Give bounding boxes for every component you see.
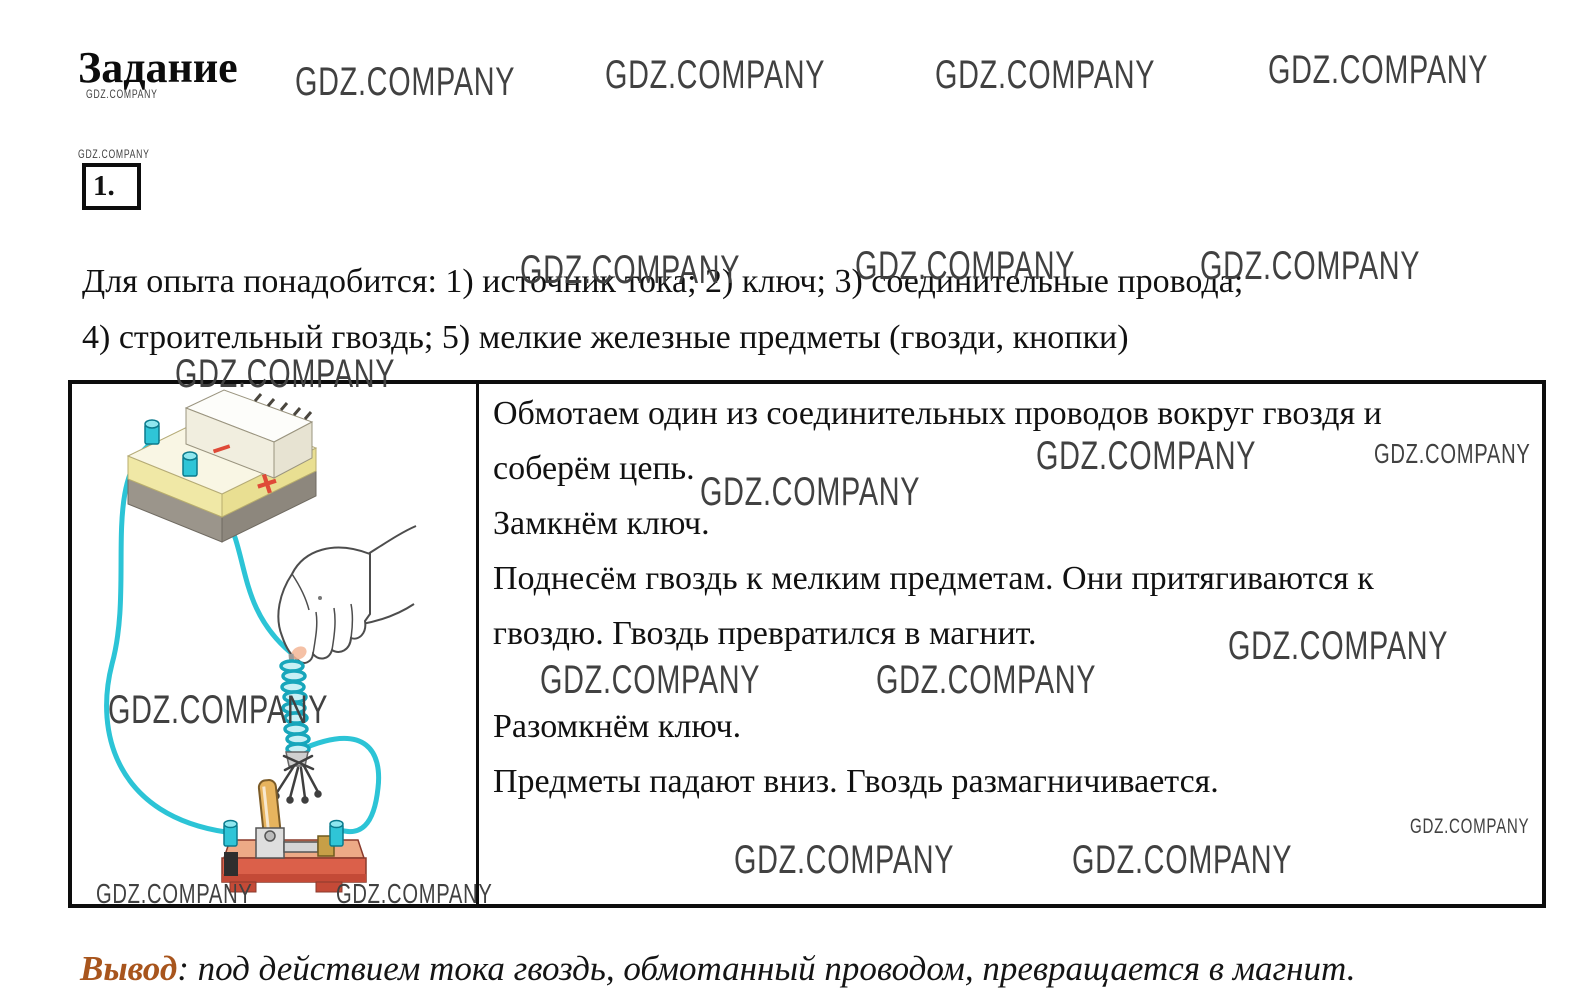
watermark: GDZ.COMPANY — [1268, 48, 1489, 92]
wire-right — [297, 736, 382, 834]
watermark: GDZ.COMPANY — [175, 352, 396, 396]
conclusion: Вывод: под действием тока гвоздь, обмота… — [80, 949, 1560, 989]
task-number: 1. — [93, 170, 115, 202]
conclusion-label: Вывод — [80, 949, 178, 988]
answer-line: Разомкнём ключ. — [493, 708, 742, 745]
answer-line: Поднесём гвоздь к мелким предметам. Они … — [493, 560, 1374, 597]
watermark: GDZ.COMPANY — [1228, 624, 1449, 668]
watermark: GDZ.COMPANY — [336, 878, 493, 909]
watermark: GDZ.COMPANY — [700, 470, 921, 514]
watermark: GDZ.COMPANY — [86, 87, 158, 101]
watermark: GDZ.COMPANY — [1200, 244, 1421, 288]
watermark: GDZ.COMPANY — [935, 53, 1156, 97]
watermark: GDZ.COMPANY — [78, 147, 150, 161]
watermark: GDZ.COMPANY — [1374, 438, 1531, 469]
watermark: GDZ.COMPANY — [96, 878, 253, 909]
answer-line: гвоздю. Гвоздь превратился в магнит. — [493, 615, 1037, 652]
circuit-illustration: − + — [104, 389, 417, 893]
materials-text: Для опыта понадобится: 1) источник тока;… — [82, 254, 1522, 366]
illustration-cell: − + — [72, 384, 476, 904]
watermark: GDZ.COMPANY — [855, 244, 1076, 288]
answer-line: Замкнём ключ. — [493, 505, 710, 542]
materials-line: Для опыта понадобится: 1) источник тока;… — [82, 263, 1244, 300]
watermark: GDZ.COMPANY — [295, 60, 516, 104]
watermark: GDZ.COMPANY — [520, 248, 741, 292]
conclusion-separator: : — [177, 949, 198, 988]
answer-line: Обмотаем один из соединительных проводов… — [493, 395, 1382, 432]
small-nails — [272, 754, 322, 804]
watermark: GDZ.COMPANY — [1036, 434, 1257, 478]
task-number-box: 1. — [82, 163, 141, 210]
page-title: Задание — [78, 43, 238, 92]
battery-vents — [253, 393, 313, 420]
watermark: GDZ.COMPANY — [734, 838, 955, 882]
answer-line: Предметы падают вниз. Гвоздь размагничив… — [493, 763, 1219, 800]
watermark: GDZ.COMPANY — [1410, 815, 1530, 838]
battery-terminal — [182, 451, 198, 477]
battery-terminal — [144, 419, 160, 445]
answer-cell: Обмотаем один из соединительных проводов… — [476, 384, 1542, 904]
switch — [221, 779, 367, 893]
watermark: GDZ.COMPANY — [540, 658, 761, 702]
wire-left — [104, 441, 229, 835]
switch-terminal-left — [223, 819, 238, 847]
watermark: GDZ.COMPANY — [1072, 838, 1293, 882]
materials-line: 4) строительный гвоздь; 5) мелкие железн… — [82, 319, 1129, 356]
hand — [277, 525, 417, 664]
answer-table: − + — [68, 380, 1546, 908]
watermark: GDZ.COMPANY — [108, 688, 329, 732]
answer-line: соберём цепь. — [493, 450, 695, 487]
nail-coil — [279, 653, 311, 767]
battery: − + — [126, 389, 318, 543]
switch-terminal-right — [329, 819, 344, 847]
watermark: GDZ.COMPANY — [876, 658, 1097, 702]
watermark: GDZ.COMPANY — [605, 53, 826, 97]
conclusion-text: под действием тока гвоздь, обмотанный пр… — [197, 949, 1356, 988]
